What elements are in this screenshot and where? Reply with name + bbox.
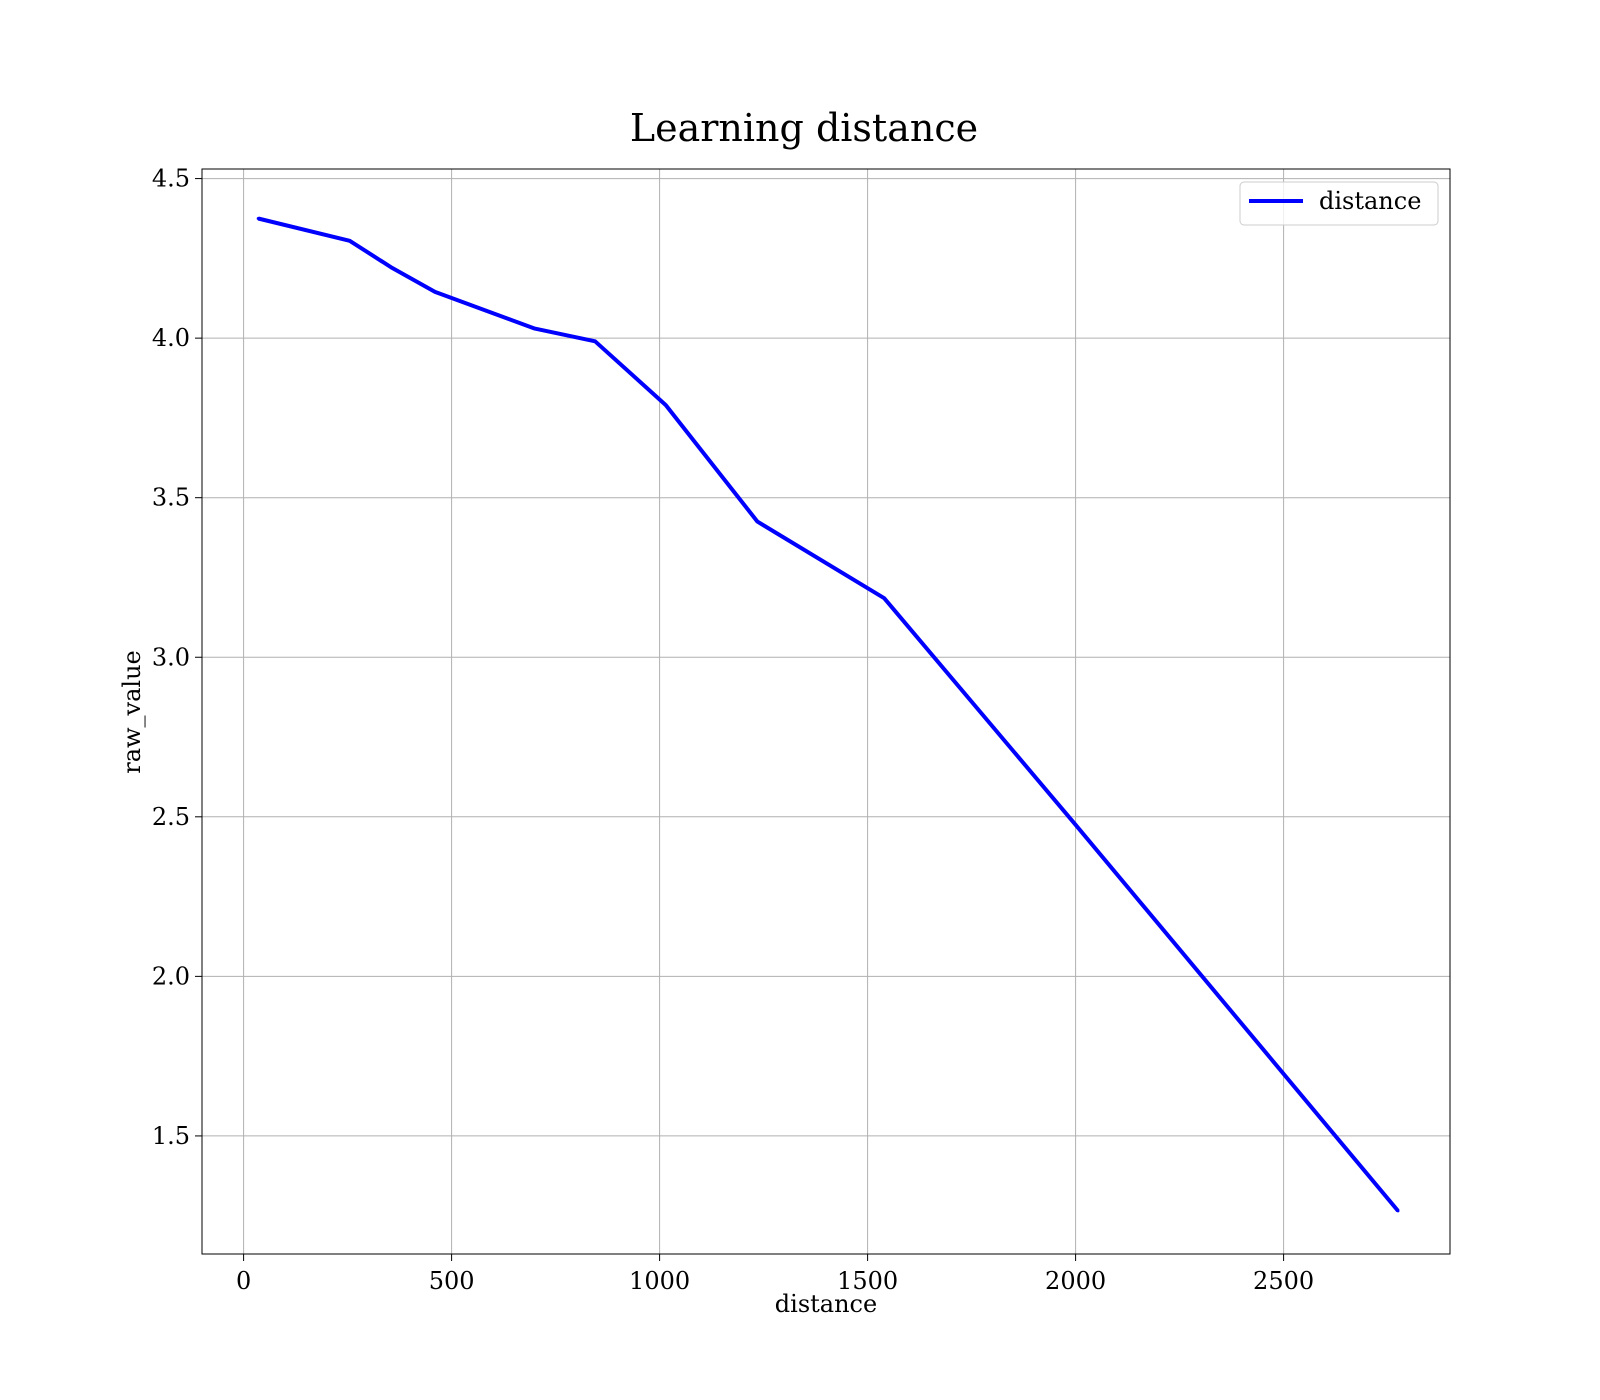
data-point	[348, 239, 352, 243]
data-point	[433, 290, 437, 294]
data-point	[256, 217, 260, 220]
y-tick-label: 3.5	[152, 484, 190, 512]
x-tick-label: 1000	[629, 1267, 690, 1295]
x-tick-label: 0	[236, 1267, 251, 1295]
data-point	[533, 327, 537, 331]
data-point	[593, 339, 597, 343]
plot-area-frame	[201, 168, 1451, 1255]
y-tick-label: 4.5	[152, 165, 190, 193]
x-tick-label: 500	[429, 1267, 475, 1295]
data-point	[664, 403, 668, 407]
axis-ticks: 0 500 1000 1500 2000 2500 1.5 2.0 2.5 3.0 3.5 4.0 4.…	[152, 165, 1314, 1295]
y-tick-label: 2.0	[152, 962, 190, 990]
data-point	[882, 596, 886, 600]
legend: distance	[1239, 181, 1439, 226]
y-tick-label: 1.5	[152, 1122, 190, 1150]
y-tick-label: 3.0	[152, 643, 190, 671]
y-tick-label: 4.0	[152, 324, 190, 352]
grid	[202, 169, 1450, 1254]
x-axis-label: distance	[775, 1290, 877, 1318]
chart-title: Learning distance	[630, 106, 978, 150]
legend-box	[1239, 181, 1439, 226]
data-point	[390, 266, 394, 270]
legend-label-distance: distance	[1319, 187, 1421, 215]
data-point	[1074, 823, 1078, 827]
x-tick-label: 2500	[1253, 1267, 1314, 1295]
x-tick-label: 1500	[837, 1267, 898, 1295]
y-axis-label: raw_value	[118, 650, 146, 774]
data-point	[755, 520, 759, 524]
data-point	[1396, 1209, 1400, 1213]
x-tick-label: 2000	[1045, 1267, 1106, 1295]
series-layer	[256, 216, 1400, 1213]
y-tick-label: 2.5	[152, 803, 190, 831]
